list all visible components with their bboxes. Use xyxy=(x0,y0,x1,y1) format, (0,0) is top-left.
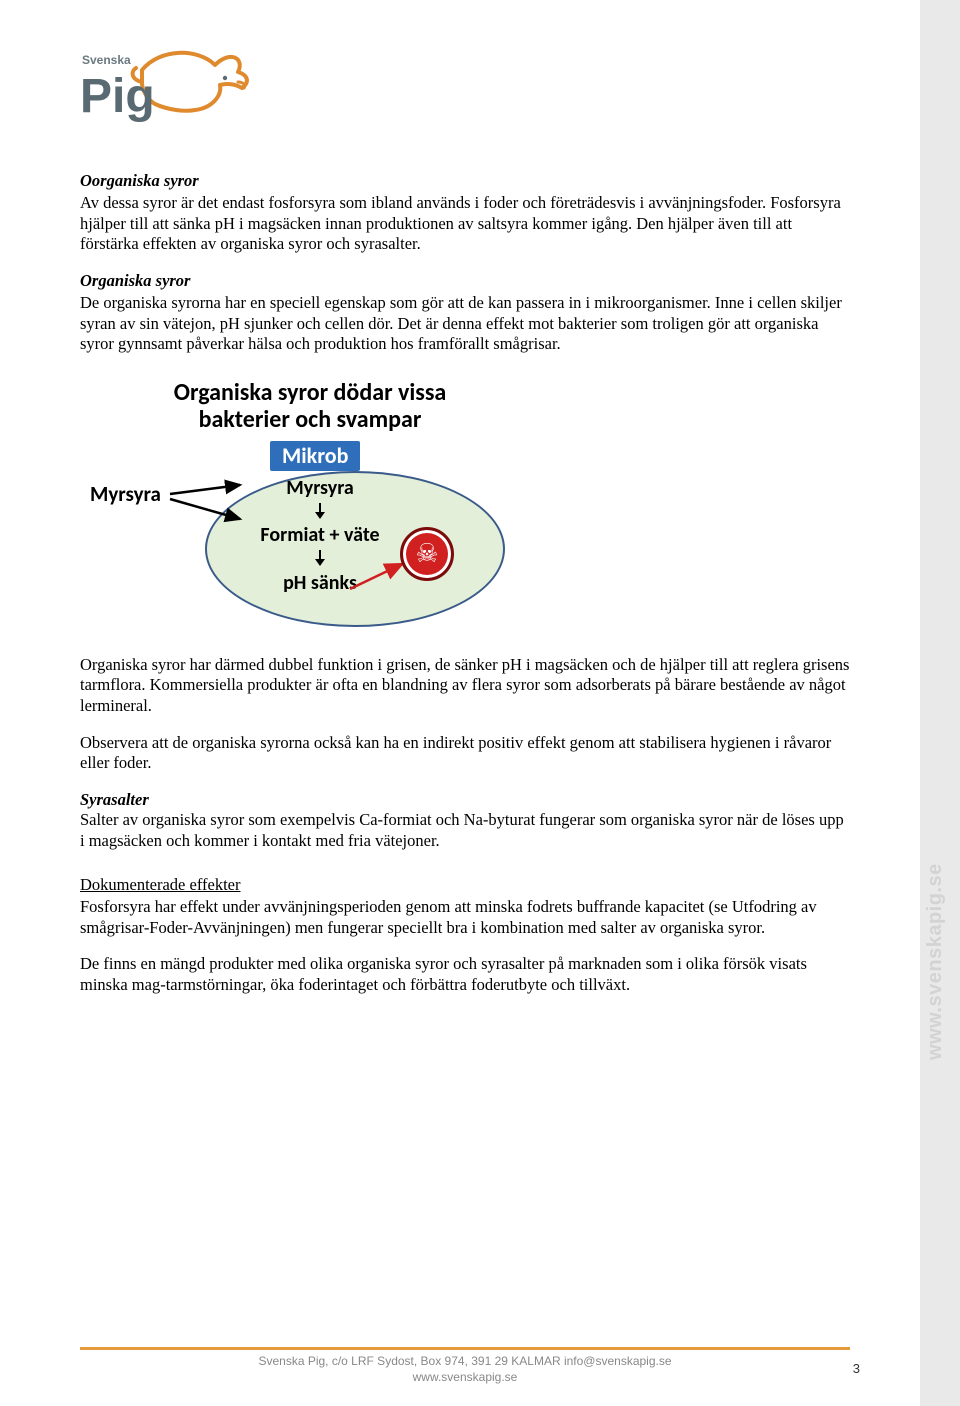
diagram-organiska-syror: Organiska syror dödar vissa bakterier oc… xyxy=(90,379,520,629)
body-organiska: De organiska syrorna har en speciell ege… xyxy=(80,293,850,355)
footer-rule xyxy=(80,1347,850,1350)
heading-organiska: Organiska syror xyxy=(80,271,850,291)
body-after-diagram-1: Organiska syror har därmed dubbel funkti… xyxy=(80,655,850,717)
brand-logo: Svenska Pig xyxy=(80,30,850,135)
body-syrasalter: Salter av organiska syror som exempelvis… xyxy=(80,810,844,850)
diagram-step-myrsyra: Myrsyra xyxy=(240,476,400,500)
logo-large-text: Pig xyxy=(80,70,155,123)
footer-line1: Svenska Pig, c/o LRF Sydost, Box 974, 39… xyxy=(80,1354,850,1370)
body-after-diagram-2: Observera att de organiska syrorna också… xyxy=(80,733,850,774)
body-dokument-2: De finns en mängd produkter med olika or… xyxy=(80,954,850,995)
logo-small-text: Svenska xyxy=(82,53,131,67)
diagram-title: Organiska syror dödar vissa bakterier oc… xyxy=(130,379,490,434)
skull-icon: ☠ xyxy=(400,527,454,581)
heading-oorganiska: Oorganiska syror xyxy=(80,171,850,191)
page-content: Svenska Pig Oorganiska syror Av dessa sy… xyxy=(80,30,850,1012)
page-number: 3 xyxy=(853,1361,860,1376)
heading-dokument: Dokumenterade effekter xyxy=(80,875,850,895)
sidebar-stripe: www.svenskapig.se xyxy=(920,0,960,1406)
diagram-step-formiat: Formiat + väte xyxy=(240,523,400,547)
mikrob-label: Mikrob xyxy=(270,441,360,471)
body-oorganiska: Av dessa syror är det endast fosforsyra … xyxy=(80,193,850,255)
footer: Svenska Pig, c/o LRF Sydost, Box 974, 39… xyxy=(80,1354,850,1388)
arrow-down-icon xyxy=(240,502,400,521)
sidebar-url: www.svenskapig.se xyxy=(924,760,956,1060)
body-dokument-1: Fosforsyra har effekt under avvänjningsp… xyxy=(80,897,850,938)
myrsyra-external-label: Myrsyra xyxy=(90,481,161,507)
footer-line2: www.svenskapig.se xyxy=(80,1370,850,1386)
section-syrasalter: Syrasalter Salter av organiska syror som… xyxy=(80,790,850,851)
heading-syrasalter: Syrasalter xyxy=(80,790,149,809)
